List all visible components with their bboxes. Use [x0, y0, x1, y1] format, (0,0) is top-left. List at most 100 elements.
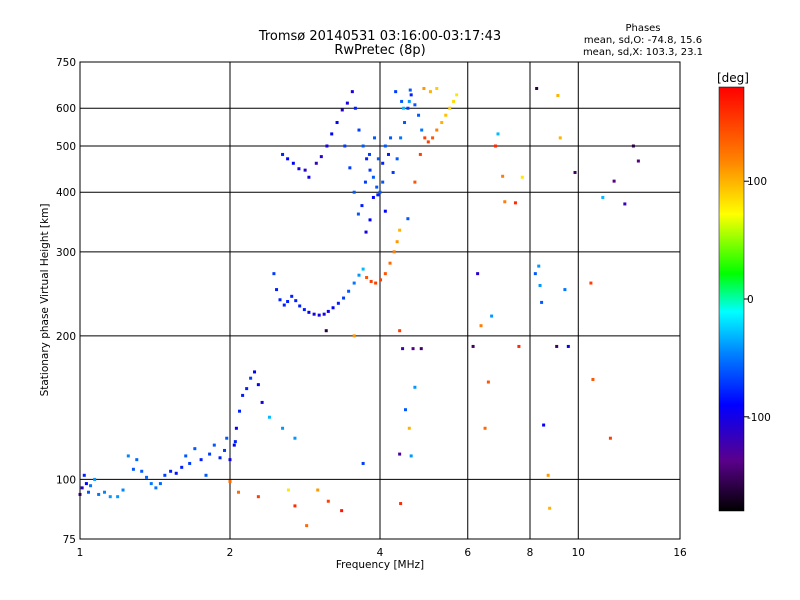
- data-point: [417, 113, 421, 117]
- data-point: [275, 288, 279, 292]
- data-point: [325, 144, 329, 148]
- data-point: [388, 261, 392, 265]
- data-point: [286, 157, 290, 161]
- data-point: [623, 202, 627, 206]
- data-point: [154, 486, 158, 490]
- data-point: [135, 458, 139, 462]
- data-point: [330, 132, 334, 136]
- data-point: [199, 458, 203, 462]
- data-point: [375, 185, 379, 189]
- data-point: [431, 136, 435, 140]
- data-point: [350, 90, 354, 94]
- data-point: [322, 312, 326, 316]
- data-point: [368, 168, 372, 172]
- data-point: [490, 314, 494, 318]
- data-point: [184, 454, 188, 458]
- x-tick-label: 6: [464, 547, 471, 559]
- data-point: [174, 471, 178, 475]
- data-point: [236, 490, 240, 494]
- data-point: [413, 103, 417, 107]
- data-point: [542, 423, 546, 427]
- data-point: [379, 278, 383, 282]
- data-point: [126, 454, 130, 458]
- data-point: [326, 309, 330, 313]
- data-point: [212, 443, 216, 447]
- data-point: [391, 170, 395, 174]
- data-point: [426, 140, 430, 144]
- data-point: [471, 344, 475, 348]
- data-point: [342, 296, 346, 300]
- data-point: [383, 272, 387, 276]
- x-axis-ticks: 1 2 4 6 8 10 16: [77, 547, 687, 559]
- data-point: [448, 106, 452, 110]
- phases-legend-title: Phases: [625, 23, 660, 34]
- data-point: [307, 310, 311, 314]
- data-point: [496, 132, 500, 136]
- data-point: [293, 436, 297, 440]
- data-point: [145, 475, 149, 479]
- data-point: [340, 509, 344, 513]
- data-point: [533, 272, 537, 276]
- data-point: [228, 479, 232, 483]
- data-point: [188, 461, 192, 465]
- data-point: [365, 157, 369, 161]
- y-tick-label: 200: [56, 331, 76, 343]
- data-point: [395, 240, 399, 244]
- data-point: [364, 230, 368, 234]
- data-point: [383, 209, 387, 213]
- data-point: [479, 324, 483, 328]
- data-point: [546, 473, 550, 477]
- data-point: [131, 467, 135, 471]
- data-point: [140, 469, 144, 473]
- data-point: [225, 436, 229, 440]
- data-point: [348, 166, 352, 170]
- data-point: [556, 94, 560, 98]
- data-point: [371, 175, 375, 179]
- data-point: [413, 385, 417, 389]
- data-point: [278, 298, 282, 302]
- data-point: [293, 504, 297, 508]
- data-point: [193, 447, 197, 451]
- data-point: [316, 488, 320, 492]
- data-point: [272, 272, 276, 276]
- data-point: [290, 294, 294, 298]
- data-point: [589, 281, 593, 285]
- data-point: [286, 300, 290, 304]
- x-tick-label: 10: [572, 547, 585, 559]
- data-point: [121, 488, 125, 492]
- data-point: [149, 482, 153, 486]
- data-point: [418, 152, 422, 156]
- data-point: [281, 426, 285, 430]
- data-point: [86, 490, 90, 494]
- data-point: [116, 495, 120, 499]
- data-point: [501, 174, 505, 178]
- data-point: [169, 469, 173, 473]
- data-point: [636, 159, 640, 163]
- data-point: [267, 415, 271, 419]
- data-point: [428, 90, 432, 94]
- data-point: [361, 461, 365, 465]
- data-point: [399, 136, 403, 140]
- data-point: [409, 454, 413, 458]
- data-point: [286, 488, 290, 492]
- data-point: [238, 409, 242, 413]
- data-point: [395, 157, 399, 161]
- data-point: [291, 161, 295, 165]
- data-point: [103, 490, 107, 494]
- data-point: [249, 376, 253, 380]
- data-point: [228, 458, 232, 462]
- data-point: [389, 136, 393, 140]
- data-point: [392, 250, 396, 254]
- x-tick-label: 2: [227, 547, 234, 559]
- colorbar-label: [deg]: [717, 71, 749, 85]
- data-point: [360, 204, 364, 208]
- y-tick-label: 400: [56, 187, 76, 199]
- data-point: [363, 180, 367, 184]
- data-point: [383, 144, 387, 148]
- data-point: [368, 218, 372, 222]
- data-point: [314, 161, 318, 165]
- x-tick-label: 8: [527, 547, 534, 559]
- data-point: [232, 443, 236, 447]
- data-point: [253, 370, 257, 374]
- data-point: [234, 426, 238, 430]
